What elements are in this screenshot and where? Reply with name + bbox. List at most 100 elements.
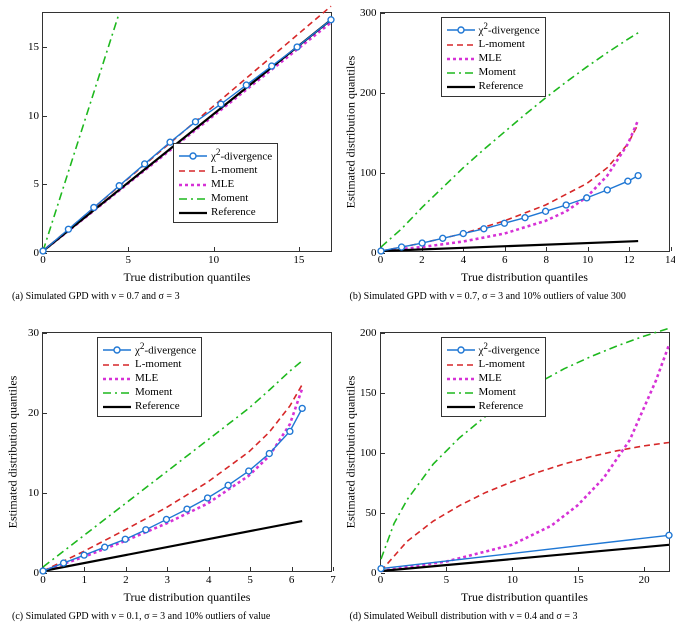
legend-label: MLE [479,52,502,66]
legend-label: L-moment [479,38,525,52]
caption-b: (b) Simulated GPD with ν = 0.7, σ = 3 an… [350,291,670,302]
series-mle [381,120,638,251]
plot-b: Estimated distribution quantiles 0246810… [380,12,670,252]
xtick-label: 10 [507,574,518,586]
legend-swatch-icon [179,193,207,205]
marker-chi2 [40,568,46,574]
marker-chi2 [299,405,305,411]
marker-chi2 [142,161,148,167]
ytick-label: 200 [360,327,377,339]
legend-swatch-icon [447,67,475,79]
marker-chi2 [542,208,548,214]
legend-swatch-icon [447,53,475,65]
marker-chi2 [205,495,211,501]
marker-chi2 [480,226,486,232]
legend-swatch-icon [447,373,475,385]
legend: χ2-divergence L-moment MLE Moment Refere… [97,337,202,417]
ytick-label: 0 [371,567,377,579]
legend-swatch-icon [447,401,475,413]
panel-b: Estimated distribution quantiles 0246810… [338,0,675,320]
plot-d: Estimated distribution quantiles 0510152… [380,332,670,572]
marker-chi2 [563,202,569,208]
series-lmom [381,124,638,251]
xtick-label: 15 [573,574,584,586]
marker-chi2 [225,482,231,488]
marker-chi2 [65,226,71,232]
marker-chi2 [91,205,97,211]
legend-label: Reference [479,400,524,414]
legend-label: L-moment [135,358,181,372]
marker-chi2 [328,17,334,23]
marker-chi2 [269,63,275,69]
xtick-label: 0 [378,574,384,586]
legend-label: L-moment [211,164,257,178]
legend-swatch-icon [103,359,131,371]
marker-chi2 [501,220,507,226]
ytick-label: 100 [360,447,377,459]
legend-label: χ2-divergence [135,341,196,358]
ytick-label: 150 [360,387,377,399]
legend-item-ref: Reference [447,80,540,94]
marker-chi2 [378,566,384,572]
marker-chi2 [163,516,169,522]
legend-swatch-icon [447,344,475,356]
legend-label: MLE [479,372,502,386]
marker-chi2 [184,506,190,512]
legend-item-moment: Moment [447,386,540,400]
marker-chi2 [624,178,630,184]
legend-swatch-icon [103,344,131,356]
caption-d: (d) Simulated Weibull distribution with … [350,611,670,622]
legend-label: Moment [135,386,172,400]
marker-chi2 [666,532,672,538]
ytick-label: 50 [366,507,377,519]
legend-label: χ2-divergence [479,21,540,38]
legend-swatch-icon [179,165,207,177]
xlabel-d: True distribution quantiles [380,590,670,605]
xtick-label: 5 [126,254,132,266]
legend-item-ref: Reference [103,400,196,414]
series-moment [43,13,119,251]
legend-item-lmom: L-moment [447,38,540,52]
xtick-label: 4 [461,254,467,266]
marker-chi2 [604,187,610,193]
legend-label: χ2-divergence [479,341,540,358]
legend: χ2-divergence L-moment MLE Moment Refere… [173,143,278,223]
legend-item-mle: MLE [179,178,272,192]
xtick-label: 20 [639,574,650,586]
marker-chi2 [460,231,466,237]
figure-grid: 0 5 10 150 5 10 15 χ2-divergence L-moment MLE … [0,0,675,640]
legend-label: χ2-divergence [211,147,272,164]
ytick-label: 5 [34,178,40,190]
xtick-label: 6 [502,254,508,266]
ytick-label: 30 [28,327,39,339]
xlabel-a: True distribution quantiles [42,270,332,285]
marker-chi2 [243,82,249,88]
series-chi2 [381,176,638,251]
ytick-label: 20 [28,407,39,419]
legend: χ2-divergence L-moment MLE Moment Refere… [441,337,546,417]
legend-item-lmom: L-moment [179,164,272,178]
ytick-label: 0 [34,567,40,579]
legend-item-moment: Moment [179,192,272,206]
legend-swatch-icon [103,387,131,399]
xtick-label: 3 [165,574,171,586]
xtick-label: 10 [208,254,219,266]
legend-item-chi2: χ2-divergence [103,341,196,358]
panel-d: Estimated distribution quantiles 0510152… [338,320,675,640]
legend-item-ref: Reference [447,400,540,414]
ytick-label: 0 [371,247,377,259]
marker-chi2 [40,248,46,254]
legend-item-mle: MLE [447,372,540,386]
series-chi2 [381,535,669,568]
ytick-label: 300 [360,7,377,19]
marker-chi2 [143,527,149,533]
marker-chi2 [116,183,122,189]
legend-item-mle: MLE [103,372,196,386]
plot-a: 051015051015 χ2-divergence L-moment MLE … [42,12,332,252]
marker-chi2 [287,428,293,434]
ylabel-b: Estimated distribution quantiles [343,56,358,209]
marker-chi2 [439,235,445,241]
legend-item-chi2: χ2-divergence [447,341,540,358]
legend-swatch-icon [447,359,475,371]
legend-swatch-icon [103,373,131,385]
